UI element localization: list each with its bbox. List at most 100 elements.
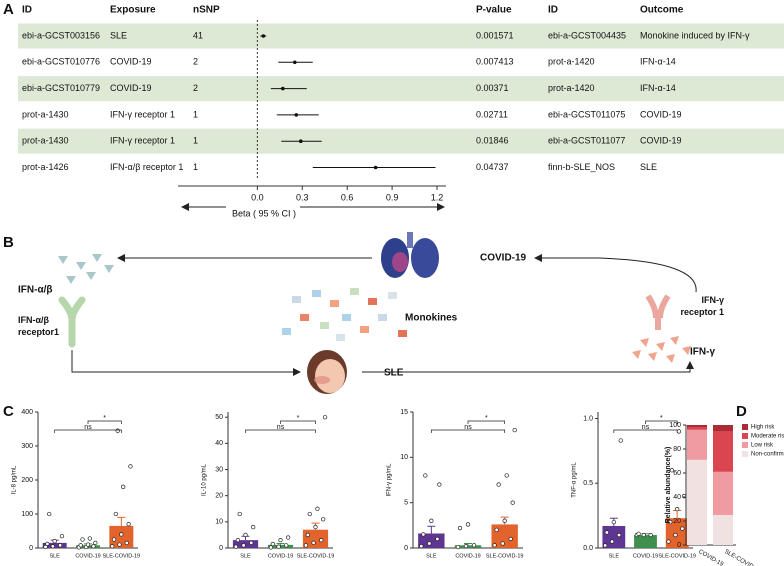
data-point [455, 544, 461, 550]
data-point [636, 531, 641, 536]
x-tick-label: SLE-COVID-19 [486, 553, 524, 559]
y-tick-label: 60 [673, 470, 681, 477]
data-point [508, 536, 513, 542]
data-point [419, 544, 424, 549]
data-point [305, 532, 310, 538]
y-tick-label: 100 [21, 511, 33, 518]
y-axis-title: IL-8 pg/mL [12, 465, 18, 494]
row-stripe [18, 76, 784, 102]
table-cell: prot-a-1430 [22, 136, 69, 146]
data-point [423, 473, 428, 478]
table-cell: IFN-α-14 [640, 83, 676, 93]
data-point [243, 532, 248, 538]
y-tick-label: 400 [21, 409, 33, 416]
table-cell: 0.02711 [476, 109, 508, 119]
table-cell: 0.01846 [476, 136, 509, 146]
column-header: ID [22, 5, 32, 16]
x-axis-title: Beta ( 95 % CI ) [232, 208, 296, 218]
ifn-g-ligands [632, 336, 691, 363]
y-tick-label: 15 [400, 409, 408, 416]
data-point [87, 536, 92, 541]
bar [232, 540, 259, 548]
data-point [45, 541, 50, 547]
data-point [270, 541, 275, 547]
lungs [381, 232, 439, 278]
data-point [126, 522, 131, 527]
y-tick-label: 40 [673, 494, 681, 501]
data-point [128, 464, 133, 469]
table-cell: ebi-a-GCST003156 [22, 30, 100, 40]
x-tick-label: COVID-19 [455, 553, 480, 559]
table-cell: 0.04737 [476, 162, 509, 172]
data-point [124, 540, 129, 546]
arrows [71, 254, 697, 376]
data-point [110, 544, 115, 549]
data-point [504, 473, 509, 478]
data-point [321, 517, 326, 522]
table-cell: IFN-α/β receptor 1 [110, 162, 183, 172]
data-point [471, 543, 477, 548]
bar [634, 535, 657, 548]
estimate-point [292, 60, 297, 65]
data-point [307, 511, 312, 517]
y-axis-title: Relative abundance(%) [665, 447, 672, 524]
data-point [680, 526, 685, 531]
bar-segment [713, 515, 733, 545]
y-tick-label: 300 [21, 443, 33, 450]
diagram-label: IFN-α/β [18, 285, 52, 296]
x-tick-label: 0.6 [341, 192, 354, 202]
data-point [437, 482, 442, 487]
data-point [609, 539, 615, 544]
estimate-point [373, 165, 378, 170]
y-tick-label: 20 [673, 518, 681, 525]
table-cell: finn-b-SLE_NOS [548, 162, 615, 172]
table-cell: 0.001571 [476, 30, 514, 40]
data-point [319, 538, 324, 543]
table-cell: 0.00371 [476, 83, 509, 93]
y-tick-label: 5 [404, 500, 408, 507]
significance-bracket [645, 420, 678, 424]
y-tick-label: 1.0 [583, 415, 593, 422]
table-cell: SLE [110, 30, 127, 40]
data-point [673, 532, 678, 538]
x-tick-label: 1.2 [431, 192, 444, 202]
x-tick-label: 0.0 [251, 192, 264, 202]
table-cell: 2 [193, 83, 198, 93]
significance-label: ns [464, 424, 472, 431]
significance-label: ns [84, 424, 92, 431]
data-point [47, 511, 52, 517]
table-cell: prot-a-1420 [548, 57, 595, 67]
significance-bracket [54, 429, 122, 433]
column-header: Outcome [640, 5, 684, 16]
estimate-point [261, 34, 266, 38]
data-point [59, 533, 65, 539]
significance-bracket [613, 429, 678, 433]
x-tick-label: SLE-COVID-19 [103, 553, 141, 559]
data-point [113, 511, 119, 517]
y-tick-label: 20 [215, 493, 223, 500]
legend-swatch [742, 442, 748, 448]
significance-bracket [87, 420, 122, 424]
data-point [249, 540, 254, 545]
legend-label: Low risk [751, 443, 774, 449]
data-point [457, 525, 463, 531]
x-tick-label: COVID-19 [268, 553, 293, 559]
ifn-g-receptor [645, 294, 671, 330]
data-point [675, 506, 680, 512]
diagram-label: COVID-19 [480, 253, 527, 264]
data-point [117, 542, 122, 547]
estimate-point [294, 113, 299, 117]
data-point [502, 518, 507, 523]
estimate-point [281, 86, 285, 91]
y-tick-label: 40 [215, 440, 223, 447]
data-point [648, 532, 653, 538]
data-point [284, 543, 289, 548]
diagram-label: IFN-γ receptor 1 [680, 295, 724, 317]
x-tick-label: SLE [609, 553, 620, 559]
data-point [43, 544, 48, 550]
legend-label: Moderate risk [751, 434, 784, 440]
table-cell: 0.007413 [476, 57, 514, 67]
table-cell: COVID-19 [110, 57, 152, 67]
